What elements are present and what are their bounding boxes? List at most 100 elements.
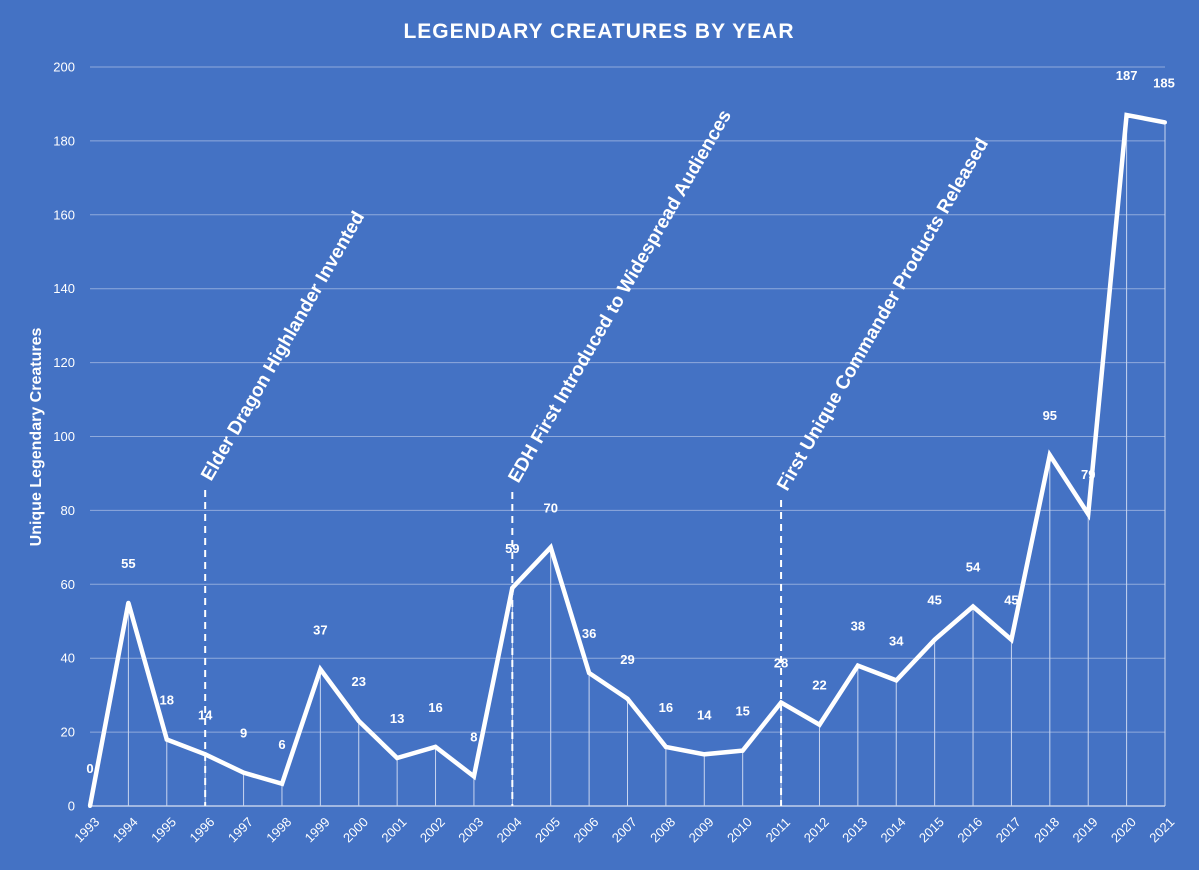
annotations: Elder Dragon Highlander Invented EDH Firs… [197,106,993,806]
series-line [87,112,1166,807]
data-label: 36 [582,626,596,641]
x-tick-label: 2019 [1070,814,1101,845]
y-tick-label: 180 [53,133,75,148]
y-tick-label: 60 [61,577,75,592]
y-tick-label: 200 [53,60,75,75]
x-tick-label: 2012 [801,814,832,845]
data-label: 45 [1004,593,1018,608]
data-label: 70 [543,500,557,515]
data-point [126,600,131,605]
data-point [356,719,361,724]
x-tick-label: 2021 [1146,814,1177,845]
annotation-text: First Unique Commander Products Released [773,135,993,495]
data-label: 185 [1153,75,1175,90]
data-point [587,670,592,675]
data-label: 23 [352,674,366,689]
data-point [855,663,860,668]
annotation-text: Elder Dragon Highlander Invented [197,208,369,485]
data-point [395,755,400,760]
data-label: 29 [620,652,634,667]
x-tick-label: 1998 [263,814,294,845]
data-point [88,804,92,808]
data-point [817,722,822,727]
data-label: 16 [428,700,442,715]
data-point [625,696,630,701]
data-point [894,678,899,683]
data-label: 14 [198,707,213,722]
y-axis-ticks: 0 20 40 60 80 100 120 140 160 180 200 [53,60,75,814]
data-label: 187 [1116,68,1138,83]
x-tick-label: 2008 [647,814,678,845]
data-point [510,585,515,590]
data-point [1124,113,1129,118]
data-point [548,545,553,550]
data-point [1047,452,1052,457]
data-label: 15 [735,704,749,719]
data-point [663,744,668,749]
y-tick-label: 160 [53,207,75,222]
x-tick-label: 1999 [302,814,333,845]
data-label: 8 [470,729,477,744]
x-tick-label: 2001 [378,814,409,845]
y-tick-label: 0 [68,799,75,814]
data-label: 6 [278,737,285,752]
data-point [164,737,169,742]
data-label: 37 [313,622,327,637]
data-labels: 0 55 18 14 9 6 37 23 13 16 8 59 70 36 29 16 14 15 28 22 38 34… [86,68,1174,776]
data-point [740,748,745,753]
x-tick-label: 2013 [839,814,870,845]
data-point [932,637,937,642]
data-point [433,744,438,749]
data-label: 13 [390,711,404,726]
data-label: 54 [966,559,981,574]
data-point [1163,120,1167,125]
data-label: 59 [505,541,519,556]
data-point [279,781,284,786]
y-tick-label: 20 [61,725,75,740]
y-tick-label: 80 [61,503,75,518]
data-label: 38 [851,619,865,634]
x-tick-label: 2007 [609,814,640,845]
data-label: 95 [1043,408,1057,423]
x-tick-label: 2015 [916,814,947,845]
x-tick-label: 1997 [225,814,256,845]
data-point [1086,512,1091,517]
data-label: 45 [927,593,941,608]
x-tick-label: 2010 [724,814,755,845]
x-tick-label: 2011 [763,815,793,845]
x-tick-label: 2006 [570,814,601,845]
x-tick-label: 2020 [1108,814,1139,845]
y-tick-label: 100 [53,429,75,444]
drop-lines [127,115,1166,806]
data-point [318,667,323,672]
data-label: 22 [812,678,826,693]
y-tick-label: 140 [53,281,75,296]
y-tick-label: 120 [53,355,75,370]
data-point [1009,637,1014,642]
x-tick-label: 2005 [532,814,563,845]
x-tick-label: 2016 [954,814,985,845]
x-tick-label: 2003 [455,814,486,845]
x-tick-label: 2004 [494,814,525,845]
data-point [203,752,208,757]
x-tick-label: 1996 [186,814,217,845]
x-tick-label: 2002 [417,814,448,845]
x-tick-label: 2017 [993,814,1024,845]
x-tick-label: 1994 [110,814,141,845]
data-point [779,700,784,705]
data-label: 28 [774,656,788,671]
data-point [241,770,246,775]
chart-title: LEGENDARY CREATURES BY YEAR [403,20,794,43]
data-label: 18 [160,692,174,707]
x-tick-label: 2009 [686,814,717,845]
annotation-text: EDH First Introduced to Widespread Audie… [504,106,736,486]
x-tick-label: 1995 [148,814,179,845]
x-tick-label: 1993 [71,814,102,845]
series-layer [87,112,1167,808]
data-label: 79 [1081,467,1095,482]
data-point [971,604,976,609]
data-label: 16 [659,700,673,715]
data-label: 34 [889,633,904,648]
data-label: 0 [86,761,93,776]
